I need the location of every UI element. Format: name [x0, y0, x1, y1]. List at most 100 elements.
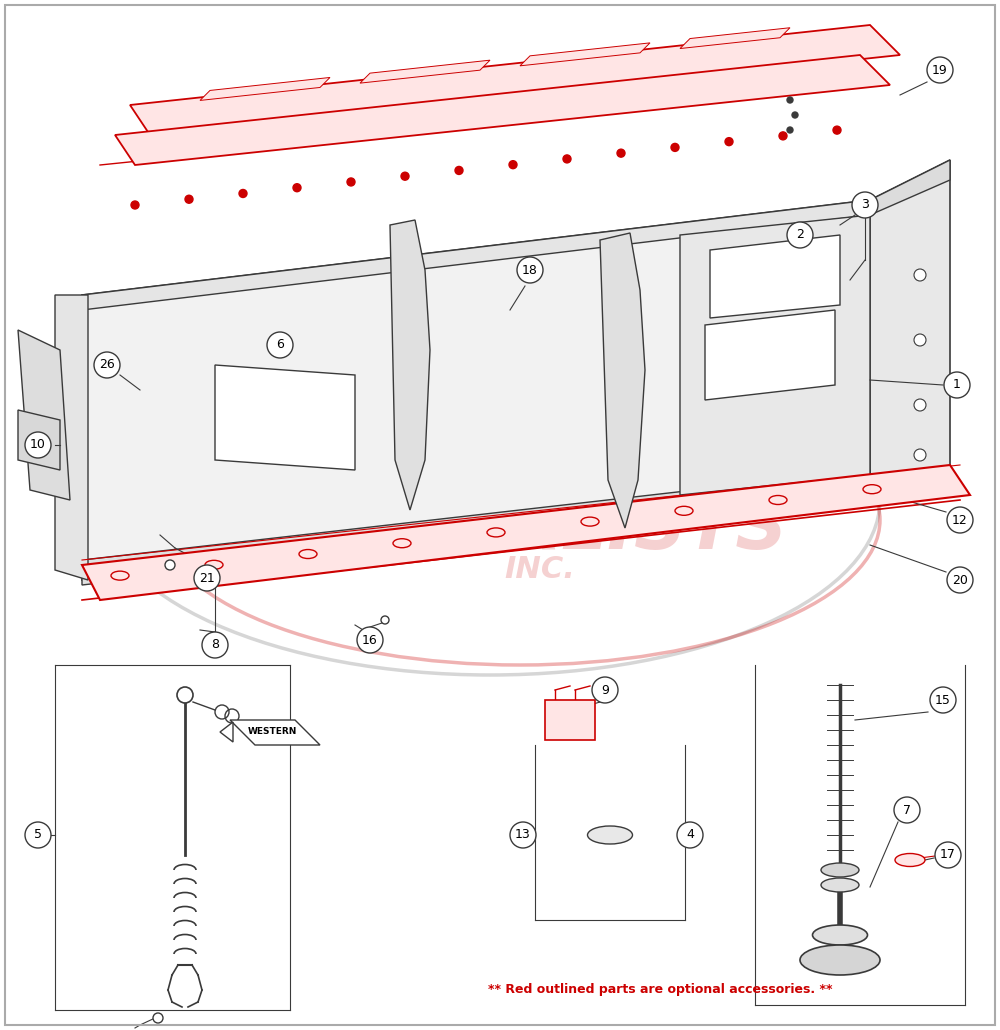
- Circle shape: [194, 565, 220, 591]
- Circle shape: [293, 183, 301, 192]
- Polygon shape: [230, 720, 320, 745]
- Text: 17: 17: [940, 849, 956, 861]
- Circle shape: [787, 127, 793, 133]
- Text: ** Red outlined parts are optional accessories. **: ** Red outlined parts are optional acces…: [488, 984, 832, 996]
- Circle shape: [517, 258, 543, 283]
- Text: 13: 13: [515, 828, 531, 842]
- Circle shape: [935, 842, 961, 868]
- Circle shape: [617, 149, 625, 158]
- Text: 19: 19: [932, 64, 948, 76]
- Circle shape: [852, 192, 878, 218]
- Circle shape: [725, 138, 733, 145]
- Polygon shape: [18, 410, 60, 470]
- Polygon shape: [55, 295, 88, 580]
- Circle shape: [563, 154, 571, 163]
- Ellipse shape: [821, 863, 859, 877]
- Circle shape: [677, 822, 703, 848]
- Polygon shape: [520, 43, 650, 66]
- Circle shape: [894, 797, 920, 823]
- Circle shape: [94, 352, 120, 378]
- Text: 4: 4: [686, 828, 694, 842]
- Polygon shape: [215, 365, 355, 470]
- Circle shape: [927, 57, 953, 83]
- Ellipse shape: [487, 528, 505, 537]
- Text: 5: 5: [34, 828, 42, 842]
- Polygon shape: [600, 233, 645, 528]
- Ellipse shape: [863, 485, 881, 493]
- Ellipse shape: [393, 539, 411, 548]
- Text: WESTERN: WESTERN: [247, 727, 297, 736]
- Text: 12: 12: [952, 514, 968, 526]
- Text: 1: 1: [953, 378, 961, 391]
- Circle shape: [787, 222, 813, 248]
- Polygon shape: [390, 220, 430, 510]
- Text: 7: 7: [903, 803, 911, 817]
- Circle shape: [947, 566, 973, 593]
- Circle shape: [787, 97, 793, 103]
- Text: 21: 21: [199, 572, 215, 584]
- Text: INC.: INC.: [505, 555, 575, 584]
- Circle shape: [131, 201, 139, 209]
- Circle shape: [401, 172, 409, 180]
- Polygon shape: [710, 235, 840, 318]
- Circle shape: [947, 507, 973, 533]
- Ellipse shape: [588, 826, 633, 844]
- Circle shape: [671, 143, 679, 151]
- Circle shape: [779, 132, 787, 140]
- Ellipse shape: [812, 925, 868, 945]
- Ellipse shape: [800, 945, 880, 975]
- Polygon shape: [18, 330, 70, 500]
- Circle shape: [185, 196, 193, 203]
- Text: 2: 2: [796, 229, 804, 241]
- Ellipse shape: [111, 571, 129, 580]
- Polygon shape: [200, 77, 330, 101]
- Polygon shape: [82, 200, 870, 580]
- Ellipse shape: [675, 507, 693, 515]
- Text: SPECIALISTS: SPECIALISTS: [272, 495, 788, 564]
- Text: 16: 16: [362, 633, 378, 647]
- Circle shape: [914, 399, 926, 411]
- Text: EQUIPMENT: EQUIPMENT: [240, 436, 720, 505]
- Text: 3: 3: [861, 199, 869, 211]
- Ellipse shape: [205, 560, 223, 570]
- Polygon shape: [82, 470, 870, 585]
- Polygon shape: [220, 722, 233, 742]
- Text: 18: 18: [522, 264, 538, 276]
- Ellipse shape: [299, 550, 317, 558]
- Circle shape: [347, 178, 355, 186]
- Text: 6: 6: [276, 339, 284, 351]
- Polygon shape: [680, 28, 790, 48]
- Circle shape: [25, 432, 51, 458]
- Circle shape: [930, 687, 956, 713]
- Polygon shape: [360, 60, 490, 83]
- Circle shape: [792, 112, 798, 118]
- Circle shape: [509, 161, 517, 169]
- Ellipse shape: [821, 878, 859, 892]
- Circle shape: [357, 627, 383, 653]
- Circle shape: [510, 822, 536, 848]
- Polygon shape: [130, 25, 900, 135]
- Circle shape: [914, 269, 926, 281]
- Circle shape: [267, 332, 293, 358]
- Circle shape: [153, 1012, 163, 1023]
- Circle shape: [455, 167, 463, 174]
- Circle shape: [239, 190, 247, 198]
- Text: 10: 10: [30, 439, 46, 451]
- Polygon shape: [82, 200, 870, 310]
- Circle shape: [165, 560, 175, 570]
- Polygon shape: [870, 160, 950, 490]
- Polygon shape: [115, 55, 890, 165]
- Polygon shape: [545, 700, 595, 740]
- Polygon shape: [680, 215, 870, 495]
- Ellipse shape: [581, 517, 599, 526]
- Polygon shape: [870, 160, 950, 215]
- Circle shape: [833, 126, 841, 134]
- Text: 26: 26: [99, 358, 115, 372]
- Polygon shape: [705, 310, 835, 400]
- Circle shape: [944, 372, 970, 398]
- Text: 15: 15: [935, 693, 951, 707]
- Circle shape: [25, 822, 51, 848]
- Circle shape: [202, 632, 228, 658]
- Text: 9: 9: [601, 684, 609, 696]
- Polygon shape: [82, 465, 970, 600]
